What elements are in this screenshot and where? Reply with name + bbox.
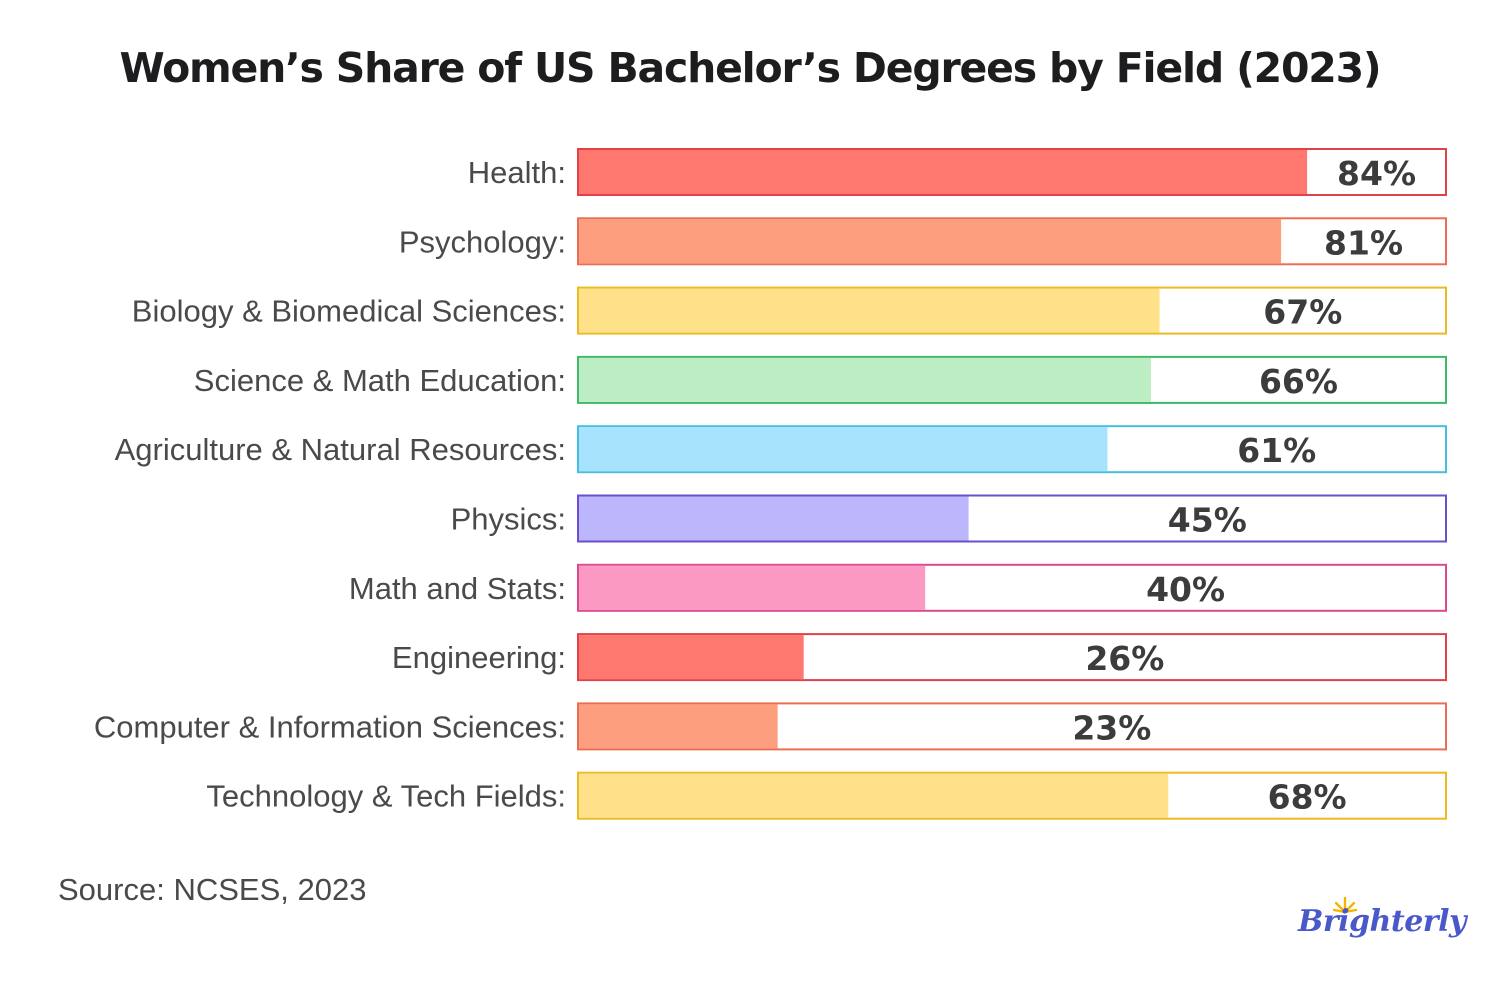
category-label: Physics:: [451, 502, 566, 537]
bar: [579, 357, 1151, 402]
chart-title: Women’s Share of US Bachelor’s Degrees b…: [119, 44, 1382, 92]
bar: [579, 288, 1160, 333]
category-label: Biology & Biomedical Sciences:: [132, 294, 566, 329]
value-label: 84%: [1337, 154, 1416, 193]
value-label: 40%: [1146, 570, 1225, 609]
value-label: 67%: [1263, 293, 1342, 332]
value-label: 26%: [1085, 639, 1164, 678]
value-label: 45%: [1168, 501, 1247, 540]
source-note: Source: NCSES, 2023: [58, 872, 367, 907]
category-label: Psychology:: [399, 224, 566, 259]
value-label: 68%: [1268, 778, 1347, 817]
value-label: 66%: [1259, 362, 1338, 401]
bar: [579, 150, 1308, 194]
logo-wordmark: Brighterly: [1298, 904, 1466, 939]
category-label: Computer & Information Sciences:: [94, 709, 566, 744]
category-label: Health:: [468, 155, 566, 190]
bar: [579, 704, 778, 749]
value-label: 81%: [1324, 223, 1403, 262]
sun-icon: [1333, 896, 1357, 914]
bar: [579, 219, 1282, 264]
category-label: Agriculture & Natural Resources:: [115, 432, 566, 467]
bar: [579, 565, 926, 610]
bar: [579, 427, 1108, 472]
category-label: Science & Math Education:: [194, 363, 566, 398]
value-label: 23%: [1072, 708, 1151, 747]
bar: [579, 773, 1169, 818]
brighterly-logo: Brighterly: [1298, 896, 1466, 952]
bar: [579, 635, 804, 680]
category-label: Math and Stats:: [349, 571, 566, 606]
bar: [579, 496, 969, 541]
category-label: Technology & Tech Fields:: [206, 779, 566, 814]
category-label: Engineering:: [392, 640, 566, 675]
value-label: 61%: [1237, 431, 1316, 470]
